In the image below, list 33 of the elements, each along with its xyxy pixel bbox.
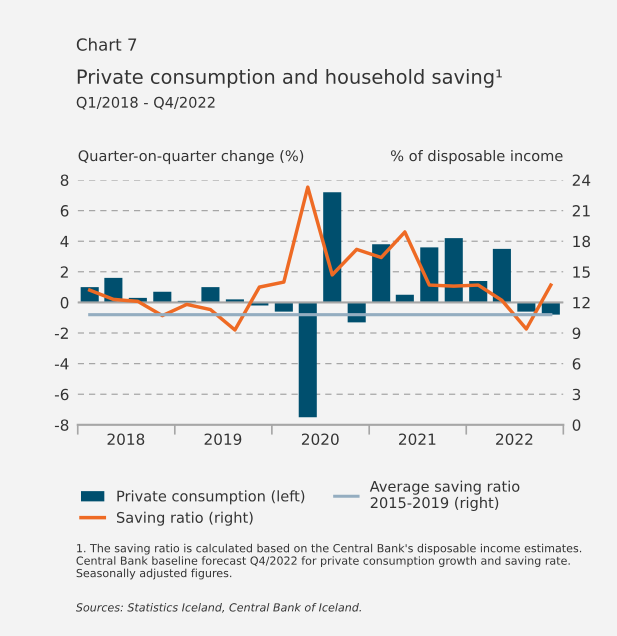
y-axis-title: Quarter-on-quarter change (%)	[78, 150, 304, 164]
y-tick-label: -2	[54, 327, 68, 339]
y2-tick-label: 9	[572, 327, 580, 340]
legend-label: Average saving ratio 2015-2019 (right)	[370, 480, 520, 512]
y-tick-label: -4	[54, 358, 69, 370]
y-tick-label: 6	[60, 205, 68, 217]
y-tick-label: 2	[60, 266, 68, 278]
x-tick-label: 2022	[496, 433, 532, 446]
y-tick-label: 0	[60, 296, 68, 308]
y2-tick-label: 18	[573, 236, 590, 248]
y-tick-label: 4	[60, 236, 69, 248]
x-tick-label: 2020	[302, 433, 339, 446]
chart-subtitle: Q1/2018 - Q4/2022	[76, 96, 215, 110]
y2-tick-label: 21	[572, 205, 590, 216]
chart-title: Private consumption and household saving¹	[78, 68, 502, 88]
x-tick-label: 2018	[108, 433, 144, 446]
text: 1. The saving ratio is calculated based on the Central Bank's disposable income estimates. Central Bank baseline forecast Q4/2022 for private consumption growth and saving rate. Seasonally adjusted figures.	[76, 544, 582, 580]
y2-tick-label: 0	[572, 419, 580, 431]
caption: Chart 7	[76, 38, 136, 51]
y2-tick-label: 3	[572, 388, 580, 400]
legend-label: Saving ratio (right)	[116, 512, 253, 526]
y-tick-label: -6	[54, 388, 68, 400]
x-tick-label: 2021	[399, 433, 436, 446]
x-tick-label: 2019	[204, 433, 242, 446]
legend-label: Private consumption (left)	[117, 490, 304, 504]
y2-axis-title: % of disposable income	[390, 150, 563, 164]
y2-tick-label: 24	[572, 174, 590, 186]
source-note: Sources: Statistics Iceland, Central Bank of Iceland.	[76, 602, 361, 613]
y2-tick-label: 6	[572, 358, 580, 370]
y-tick-label: -8	[54, 419, 68, 431]
y2-tick-label: 12	[573, 296, 590, 308]
y-tick-label: 8	[60, 174, 68, 186]
y2-tick-label: 15	[573, 266, 590, 278]
